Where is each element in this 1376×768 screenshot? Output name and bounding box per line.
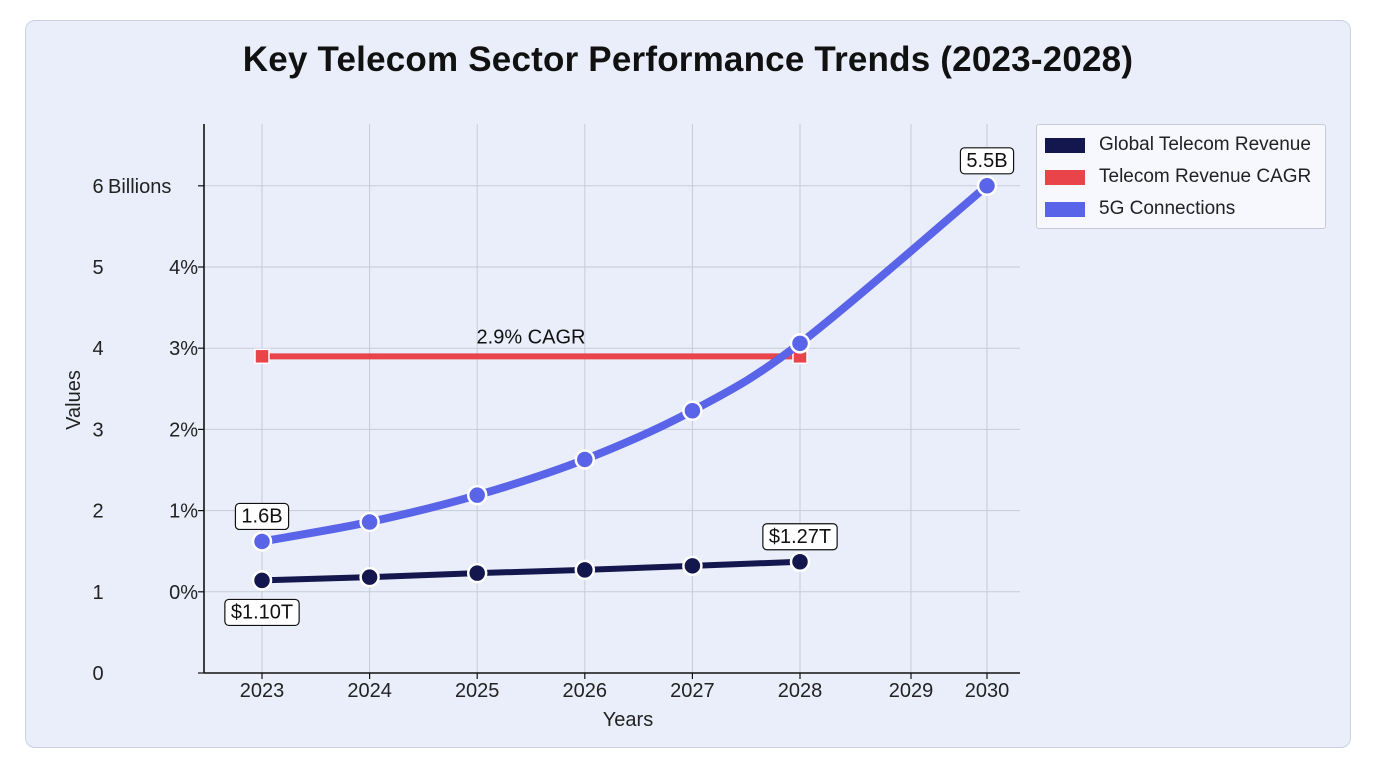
y-tick-label: 3 bbox=[92, 419, 103, 441]
y-unit-label: Billions bbox=[108, 176, 171, 198]
legend-swatch-5g bbox=[1045, 201, 1085, 217]
legend-item-revenue: Global Telecom Revenue bbox=[1045, 133, 1311, 157]
data-point-5g bbox=[466, 484, 488, 506]
y-tick-label-percent: 0% bbox=[169, 582, 198, 604]
legend-label-5g: 5G Connections bbox=[1099, 198, 1236, 219]
data-point-5g bbox=[682, 400, 703, 421]
data-point-revenue bbox=[682, 555, 703, 577]
data-label: 2.9% CAGR bbox=[477, 326, 586, 348]
x-tick-label: 2029 bbox=[889, 680, 934, 702]
y-axis-label: Values bbox=[63, 370, 85, 430]
data-point-revenue bbox=[574, 559, 596, 581]
data-label: $1.27T bbox=[769, 526, 831, 548]
y-tick-label: 1 bbox=[92, 582, 103, 604]
x-tick-label: 2024 bbox=[347, 680, 392, 702]
x-axis-label: Years bbox=[603, 709, 653, 731]
legend-swatch-revenue bbox=[1045, 137, 1085, 153]
y-tick-label: 4 bbox=[92, 338, 103, 360]
y-tick-label-percent: 3% bbox=[169, 338, 198, 360]
data-label-box bbox=[234, 502, 290, 531]
data-point-revenue bbox=[466, 562, 488, 584]
legend-label-cagr: Telecom Revenue CAGR bbox=[1099, 166, 1312, 187]
legend-item-5g: 5G Connections bbox=[1045, 197, 1235, 221]
data-point-5g bbox=[789, 333, 811, 354]
y-tick-label-percent: 2% bbox=[169, 419, 198, 441]
chart-title: Key Telecom Sector Performance Trends (2… bbox=[242, 40, 1134, 79]
series-line-revenue bbox=[259, 558, 803, 584]
y-tick-label-percent: 1% bbox=[169, 501, 198, 523]
x-tick-label: 2026 bbox=[563, 680, 608, 702]
data-label: 1.6B bbox=[241, 505, 282, 527]
y-tick-label: 5 bbox=[92, 257, 103, 279]
legend-item-cagr: Telecom Revenue CAGR bbox=[1045, 165, 1311, 189]
x-tick-label: 2025 bbox=[455, 680, 500, 702]
data-point-5g bbox=[976, 175, 998, 197]
data-point-revenue bbox=[251, 570, 273, 591]
data-label-box bbox=[224, 598, 300, 627]
data-label: 5.5B bbox=[966, 150, 1007, 172]
data-point-revenue bbox=[359, 566, 380, 588]
legend: Global Telecom Revenue Telecom Revenue C… bbox=[1036, 124, 1326, 229]
data-point-cagr bbox=[254, 348, 270, 365]
series-line-5g bbox=[258, 181, 991, 546]
data-label: $1.10T bbox=[231, 601, 293, 623]
legend-swatch-cagr bbox=[1045, 169, 1085, 185]
x-tick-label: 2027 bbox=[670, 680, 715, 702]
data-label-box bbox=[762, 523, 838, 551]
legend-label-revenue: Global Telecom Revenue bbox=[1099, 134, 1311, 155]
data-label-box bbox=[959, 147, 1015, 175]
x-tick-label: 2030 bbox=[965, 680, 1010, 702]
data-point-5g bbox=[251, 531, 273, 552]
y-tick-label: 0 bbox=[92, 663, 103, 685]
y-tick-label: 2 bbox=[92, 501, 103, 523]
data-point-5g bbox=[359, 511, 380, 533]
x-tick-label: 2028 bbox=[778, 680, 823, 702]
x-tick-label: 2023 bbox=[240, 680, 285, 702]
y-tick-label: 6 bbox=[92, 176, 103, 198]
y-tick-label-percent: 4% bbox=[169, 257, 198, 279]
data-point-revenue bbox=[789, 551, 811, 573]
data-point-5g bbox=[574, 449, 596, 470]
